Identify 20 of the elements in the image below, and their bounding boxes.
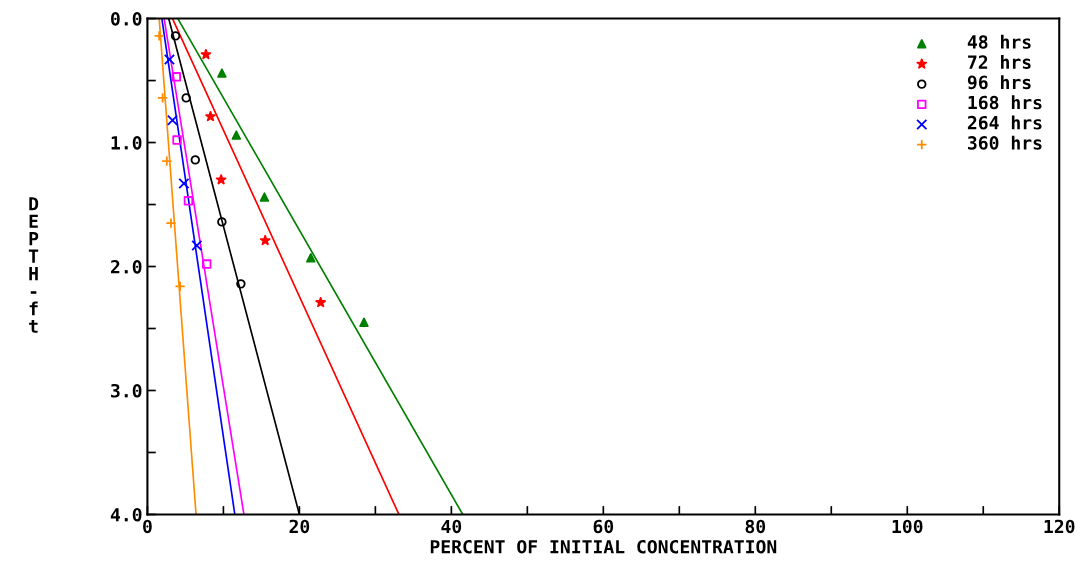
x-tick-label: 80 (745, 519, 766, 534)
legend-label: 72 hrs (968, 54, 1031, 69)
y-tick-label: 4.0 (110, 507, 142, 522)
x-tick-label: 100 (892, 519, 923, 534)
y-tick-label: 2.0 (110, 259, 142, 274)
x-axis-title: PERCENT OF INITIAL CONCENTRATION (430, 539, 777, 554)
x-tick-label: 40 (441, 519, 462, 534)
legend-label: 360 hrs (968, 135, 1042, 150)
x-tick-label: 120 (1044, 519, 1075, 534)
legend-label: 48 hrs (967, 34, 1031, 49)
legend-label: 264 hrs (967, 115, 1042, 130)
x-tick-label: 20 (289, 519, 310, 534)
y-axis-title: DEPTH-ft (28, 197, 39, 333)
legend-label: 168 hrs (968, 95, 1042, 110)
y-tick-label: 3.0 (111, 383, 142, 398)
y-tick-label: 1.0 (111, 135, 142, 150)
x-tick-label: 0 (143, 519, 152, 534)
x-tick-label: 60 (593, 519, 614, 534)
y-tick-label: 0.0 (111, 12, 142, 26)
legend-label: 96 hrs (967, 75, 1031, 90)
